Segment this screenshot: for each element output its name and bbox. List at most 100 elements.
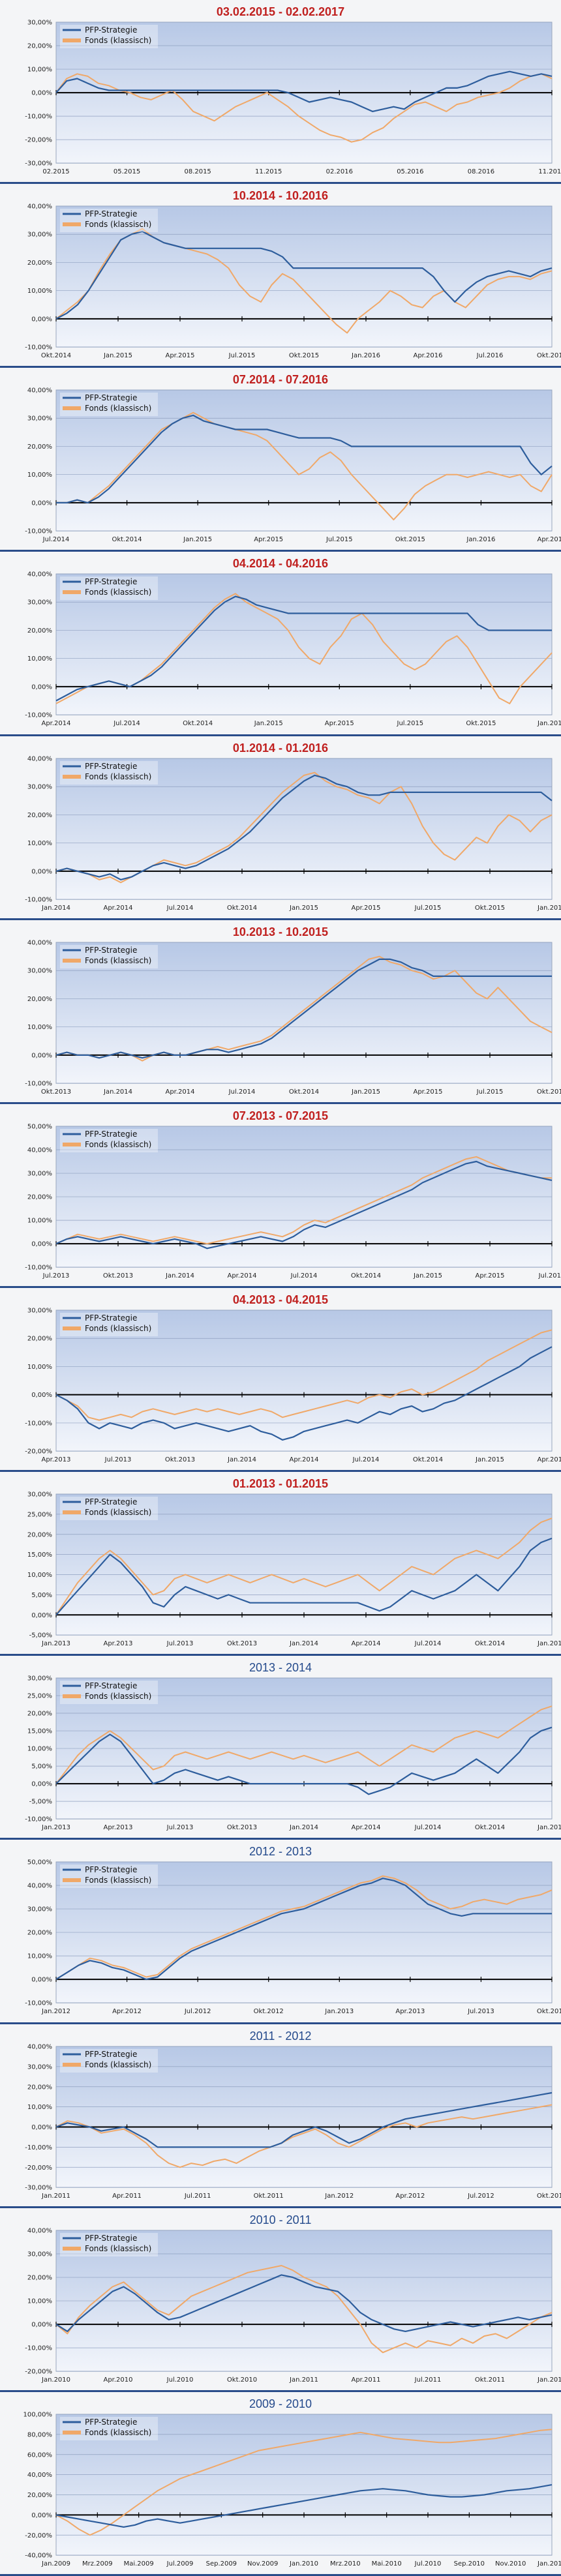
plot-area	[55, 758, 553, 900]
legend-label: PFP-Strategie	[85, 946, 137, 955]
x-tick-label: Nov.2009	[247, 2560, 278, 2568]
x-tick-label: Okt.2014	[475, 1824, 505, 1831]
x-tick-label: Apr.2014	[104, 905, 133, 912]
x-tick-label: Apr.2015	[352, 905, 381, 912]
plot-area	[55, 2046, 553, 2188]
series-line-strategy	[55, 2091, 553, 2148]
chart-svg: 40,00% 30,00% 20,00% 10,00% 0,00% -10,00% Jan.…	[25, 756, 561, 912]
series-line-strategy	[55, 1346, 553, 1441]
series-line-strategy	[55, 958, 552, 1059]
x-tick-label: Apr.2015	[476, 1272, 505, 1280]
x-tick-label: Okt.2014	[289, 1088, 319, 1096]
x-tick-label: Okt.2012	[254, 2009, 284, 2016]
y-tick-label: 10,00%	[27, 1364, 52, 1371]
legend-label: Fonds (klassisch)	[85, 2428, 151, 2437]
y-tick-label: 40,00%	[27, 1146, 52, 1154]
x-tick-label: 11.2016	[538, 168, 561, 175]
x-tick-label: Jan.2015	[289, 905, 318, 912]
y-tick-label: 20,00%	[27, 2492, 52, 2499]
x-tick-label: Okt.2014	[41, 352, 71, 359]
y-tick-label: 20,00%	[27, 1193, 52, 1201]
chart-title: 01.2014 - 01.2016	[232, 741, 329, 755]
x-tick-label: Jul.2014	[352, 1456, 380, 1463]
x-tick-label: 11.2015	[255, 168, 282, 175]
chart-svg: 100,00% 80,00% 60,00% 40,00% 20,00% 0,00% -20,…	[23, 2412, 561, 2568]
x-tick-label: Jul.2015	[414, 905, 442, 912]
y-tick-label: 0,00%	[31, 1612, 52, 1619]
y-tick-label: 20,00%	[27, 812, 52, 819]
plot-area	[55, 389, 553, 532]
x-tick-label: 08.2015	[184, 168, 211, 175]
chart-title: 2009 - 2010	[249, 2397, 312, 2410]
legend-box	[60, 944, 159, 968]
y-tick-label: 30,00%	[27, 20, 52, 26]
x-tick-label: Jul.2013	[467, 2009, 494, 2016]
legend-box	[60, 209, 159, 233]
x-tick-label: Mai.2009	[124, 2560, 154, 2568]
y-tick-label: 10,00%	[27, 2298, 52, 2305]
legend-box	[60, 1128, 159, 1152]
x-tick-label: Jan.2016	[537, 905, 561, 912]
series-line-strategy	[55, 595, 552, 702]
x-tick-label: 05.2015	[114, 168, 140, 175]
chart-panel: 03.02.2015 - 02.02.2017 30,00% 20,00% 10,00…	[0, 0, 561, 185]
x-tick-label: Nov.2010	[495, 2560, 526, 2568]
x-tick-label: Okt.2012	[537, 2193, 561, 2200]
y-tick-label: 60,00%	[27, 2451, 52, 2459]
legend-box	[60, 2232, 159, 2256]
x-tick-label: Apr.2015	[414, 1088, 443, 1096]
series-line-strategy	[55, 1160, 553, 1250]
y-tick-label: 0,00%	[31, 2124, 52, 2131]
series-line-fund	[55, 1518, 553, 1615]
x-tick-label: Jul.2013	[104, 1456, 132, 1463]
x-tick-label: Jan.2015	[475, 1456, 504, 1463]
plot-area	[55, 205, 553, 348]
y-tick-label: 0,00%	[31, 1240, 52, 1248]
chart-svg: 50,00% 40,00% 30,00% 20,00% 10,00% 0,00% -10,0…	[25, 1859, 561, 2016]
y-tick-label: 20,00%	[27, 1336, 52, 1343]
x-tick-label: Sep.2009	[206, 2560, 237, 2568]
chart-panel: 01.2013 - 01.2015 30,00% 25,00% 20,00% 15,00…	[0, 1472, 561, 1656]
legend-label: PFP-Strategie	[85, 1313, 137, 1323]
series-line-fund	[56, 412, 553, 521]
x-tick-label: Okt.2014	[112, 536, 142, 543]
series-line-fund	[55, 2429, 553, 2536]
x-tick-label: Jul.2014	[228, 1088, 256, 1096]
x-tick-label: Okt.2014	[227, 905, 257, 912]
x-tick-label: Apr.2016	[538, 536, 561, 543]
x-tick-label: Apr.2014	[228, 1272, 257, 1280]
legend-box	[60, 24, 159, 48]
x-tick-label: Jan.2014	[41, 905, 70, 912]
x-tick-label: Okt.2016	[537, 352, 561, 359]
x-tick-label: Okt.2013	[165, 1456, 195, 1463]
y-tick-label: 40,00%	[27, 940, 52, 946]
y-tick-label: 0,00%	[31, 1392, 52, 1399]
x-tick-label: 08.2016	[468, 168, 494, 175]
legend-box	[60, 1497, 159, 1521]
y-tick-label: 0,00%	[31, 1977, 52, 1984]
y-tick-label: 10,00%	[27, 1746, 52, 1753]
chart-svg: 40,00%30,00%20,00%10,00%0,00%-10,00%Jul.…	[25, 387, 561, 543]
chart-title: 01.2013 - 01.2015	[232, 1477, 329, 1491]
y-tick-label: 30,00%	[27, 1491, 52, 1499]
y-tick-label: -20,00%	[25, 137, 52, 144]
x-tick-label: Jan.2014	[289, 1824, 318, 1831]
y-tick-label: -10,00%	[25, 2344, 52, 2352]
y-tick-label: 20,00%	[27, 627, 52, 635]
x-tick-label: Jan.2015	[103, 352, 132, 359]
x-tick-label: Jan.2010	[289, 2560, 318, 2568]
legend-label: PFP-Strategie	[85, 577, 137, 586]
y-tick-label: 20,00%	[27, 996, 52, 1003]
chart-title: 07.2013 - 07.2015	[232, 1109, 329, 1122]
x-tick-label: Okt.2015	[466, 721, 496, 728]
x-tick-label: 05.2016	[397, 168, 423, 175]
series-line-strategy	[55, 70, 553, 112]
legend-label: PFP-Strategie	[85, 209, 137, 218]
series-line-fund	[55, 228, 553, 334]
y-tick-label: 0,00%	[31, 1052, 52, 1059]
x-tick-label: Jan.2013	[41, 1640, 70, 1647]
plot-area	[55, 573, 553, 716]
legend-label: Fonds (klassisch)	[85, 36, 151, 45]
chart-svg: 40,00%30,00%20,00%10,00%0,00%-10,00%Okt.…	[25, 203, 561, 359]
